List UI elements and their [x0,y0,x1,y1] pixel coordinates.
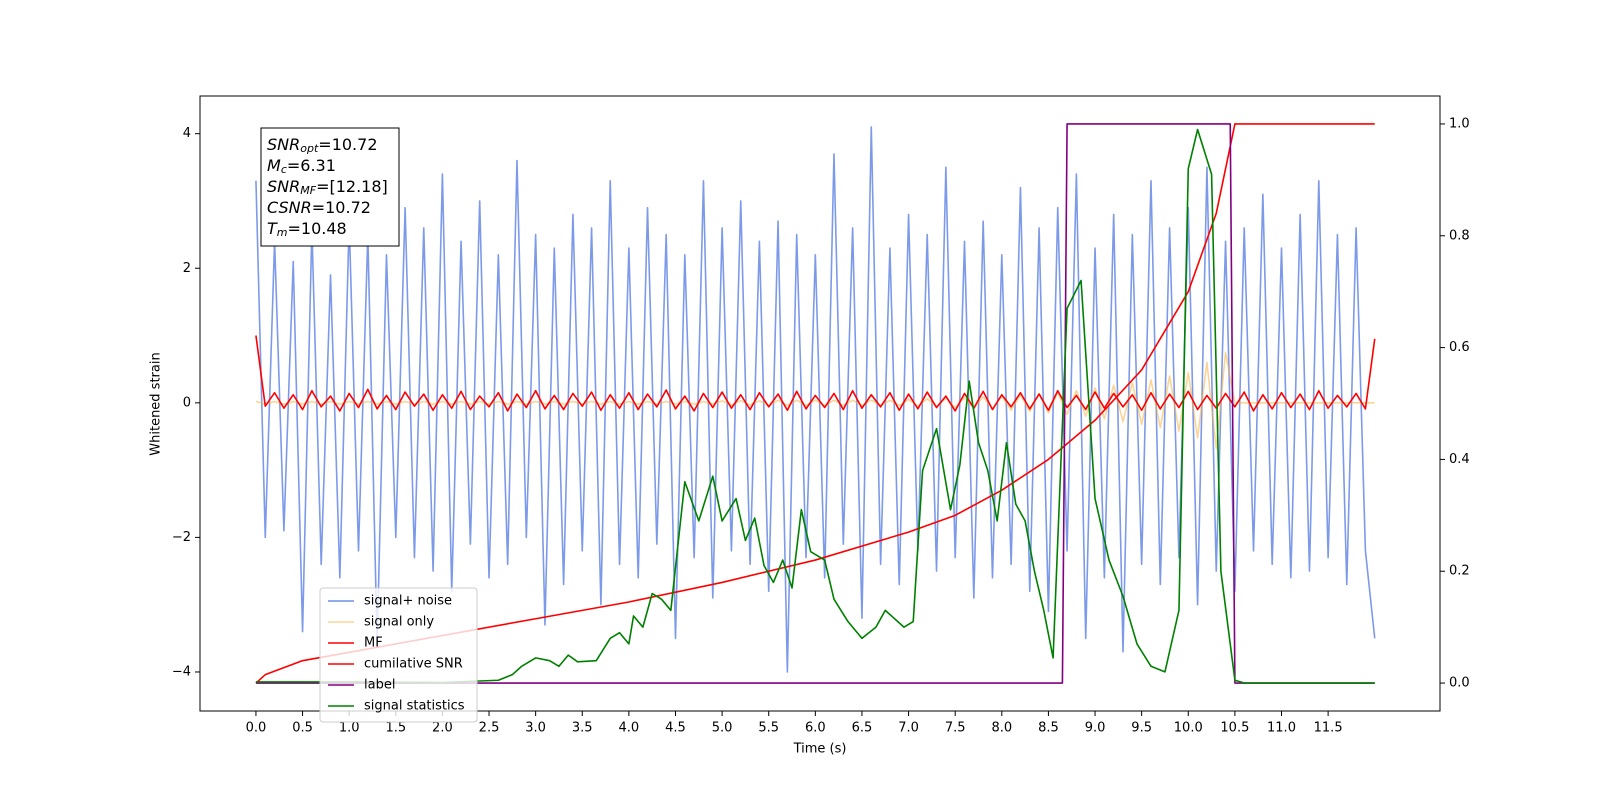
x-tick-label: 4.5 [665,721,686,736]
annotation-value: =6.31 [287,156,336,175]
y-tick-label: 2 [183,261,191,276]
y2-tick-label: 0.6 [1449,340,1470,355]
x-tick-label: 7.5 [945,721,966,736]
annotation: SNRopt=10.72Mc=6.31SNRMF=[12.18]CSNR=10.… [260,127,400,247]
annotation-text: SNRopt=10.72 [267,135,378,156]
x-tick-label: 8.5 [1038,721,1059,736]
annotation-text: Tm=10.48 [267,219,347,240]
annotation-subscript: c [281,163,287,176]
x-tick-label: 9.0 [1085,721,1106,736]
legend-label: cumilative SNR [364,657,463,672]
x-tick-label: 1.0 [339,721,360,736]
series-line [255,128,1375,684]
x-tick-label: 6.0 [805,721,826,736]
y-tick-label: −4 [172,664,191,679]
x-tick-label: 10.5 [1220,721,1249,736]
x-tick-label: 0.5 [292,721,313,736]
x-tick-label: 10.0 [1174,721,1203,736]
y-tick-label: 0 [183,395,191,410]
legend-label: signal only [364,615,434,630]
y-axis-label: Whitened strain [149,352,164,455]
annotation-box [260,127,400,247]
series-line [255,335,1376,412]
legend-label: label [364,678,395,693]
annotation-subscript: m [277,226,288,239]
x-tick-label: 0.0 [246,721,267,736]
axes-frame [199,95,1441,712]
annotation-value: =10.72 [318,135,377,154]
legend-label: signal statistics [364,699,465,714]
y2-tick-label: 0.4 [1449,452,1470,467]
legend-label: MF [364,636,383,651]
x-tick-label: 7.0 [898,721,919,736]
x-tick-label: 9.5 [1131,721,1152,736]
annotation-symbol: SNR [267,135,300,154]
annotation-value: =[12.18] [316,177,388,196]
x-tick-label: 11.0 [1267,721,1296,736]
annotation-text: CSNR=10.72 [267,198,371,217]
x-tick-label: 5.5 [758,721,779,736]
y2-tick-label: 0.2 [1449,564,1470,579]
y2-tick-label: 0.0 [1449,676,1470,691]
x-tick-label: 11.5 [1314,721,1343,736]
x-tick-label: 1.5 [385,721,406,736]
annotation-text: SNRMF=[12.18] [267,177,388,198]
x-tick-label: 6.5 [852,721,873,736]
annotation-symbol: T [267,219,278,238]
annotation-symbol: SNR [267,177,300,196]
annotation-symbol: M [267,156,281,175]
y-tick-label: −2 [172,530,191,545]
y-tick-label: 4 [183,126,191,141]
annotation-value: =10.72 [312,198,371,217]
x-tick-label: 8.0 [991,721,1012,736]
x-tick-label: 3.0 [525,721,546,736]
x-tick-label: 3.5 [572,721,593,736]
legend-label: signal+ noise [364,594,452,609]
series-line [255,351,1375,450]
x-tick-label: 2.5 [479,721,500,736]
x-tick-label: 4.0 [619,721,640,736]
annotation-symbol: CSNR [267,198,312,217]
annotation-text: Mc=6.31 [267,156,336,177]
annotation-value: =10.48 [288,219,347,238]
legend: signal+ noise signal only MF cumilative SNR… [319,587,478,723]
annotation-subscript: MF [300,184,316,197]
legend-box [319,587,478,723]
y2-tick-label: 0.8 [1449,228,1470,243]
annotation-subscript: opt [300,142,319,155]
x-tick-label: 2.0 [432,721,453,736]
x-axis-label: Time (s) [793,742,847,757]
y2-tick-label: 1.0 [1449,116,1470,131]
series-line [255,126,1376,673]
x-tick-label: 5.0 [712,721,733,736]
